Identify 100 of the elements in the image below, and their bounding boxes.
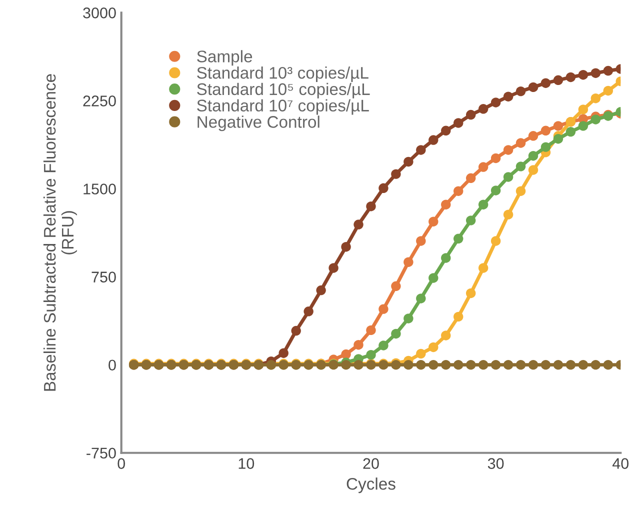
x-tick-label: 40 (612, 458, 629, 469)
point (453, 312, 464, 322)
point (478, 263, 488, 273)
point (528, 165, 538, 175)
point (391, 169, 401, 179)
point (566, 126, 576, 137)
point (590, 360, 601, 370)
point (428, 360, 438, 370)
legend-label: Sample (197, 50, 252, 66)
point (391, 328, 401, 339)
point (516, 186, 526, 196)
point (603, 86, 614, 96)
point (566, 72, 576, 82)
point (428, 216, 438, 226)
point (316, 285, 326, 296)
point (354, 340, 364, 350)
point (416, 145, 426, 155)
point (603, 360, 614, 370)
point (516, 138, 526, 148)
y-tick-label: 3000 (83, 8, 116, 18)
point (553, 360, 564, 370)
point (441, 126, 451, 136)
point (366, 325, 376, 336)
point (490, 236, 501, 246)
point (328, 263, 338, 273)
point (478, 162, 488, 172)
point (590, 68, 601, 78)
point (466, 360, 476, 370)
point (516, 162, 526, 172)
point (453, 234, 464, 244)
y-tick-label: -750 (86, 448, 116, 459)
point (490, 360, 501, 370)
point (478, 200, 488, 210)
point (528, 151, 538, 161)
point (391, 281, 401, 292)
point (590, 93, 601, 104)
point (578, 121, 588, 131)
point (341, 242, 351, 252)
point (404, 257, 414, 267)
point (578, 360, 588, 370)
point (528, 131, 538, 141)
legend-label: Negative Control (198, 116, 320, 132)
point (366, 350, 376, 360)
point (503, 360, 514, 370)
point (490, 153, 501, 164)
point (404, 360, 414, 370)
x-tick-label: 20 (363, 458, 379, 469)
point (428, 273, 438, 283)
point (404, 314, 414, 324)
point (416, 236, 426, 246)
point (503, 172, 514, 182)
y-tick-label: 750 (92, 272, 116, 282)
point (404, 156, 414, 167)
point (441, 330, 451, 340)
point (278, 348, 288, 358)
y-axis-title: Baseline Subtracted Relative Fluorescence (RFU) (43, 74, 77, 391)
point (503, 210, 514, 220)
point (603, 66, 614, 76)
point (578, 70, 588, 80)
point (553, 75, 564, 86)
point (478, 360, 488, 370)
point (378, 183, 388, 194)
point (453, 118, 464, 128)
x-axis-title: Cycles (346, 478, 396, 494)
point (490, 186, 501, 196)
point (441, 253, 451, 263)
x-tick-label: 30 (488, 458, 504, 469)
point (528, 82, 538, 92)
legend-label: Standard 10⁵ copies/µL (197, 82, 370, 98)
point (466, 110, 476, 120)
point (540, 78, 551, 88)
point (416, 360, 426, 370)
point (304, 306, 314, 316)
point (490, 98, 501, 108)
point (354, 220, 364, 230)
legend-label: Standard 10⁷ copies/µL (197, 99, 369, 115)
point (540, 360, 551, 370)
point (366, 201, 376, 212)
x-tick-label: 0 (118, 458, 125, 469)
point (341, 349, 351, 360)
point (416, 348, 426, 359)
point (466, 288, 476, 298)
point (553, 134, 564, 144)
y-tick-label: 1500 (84, 184, 116, 194)
point (578, 104, 588, 114)
point (503, 145, 514, 155)
point (553, 121, 564, 131)
point (378, 340, 388, 350)
point (416, 294, 426, 304)
point (441, 360, 451, 370)
point (590, 114, 601, 124)
point (466, 216, 476, 226)
point (291, 326, 301, 336)
point (540, 142, 551, 152)
point (453, 186, 464, 196)
x-tick-label: 10 (238, 458, 254, 469)
point (466, 173, 476, 184)
point (428, 135, 438, 145)
point (503, 92, 514, 102)
legend-label: Standard 10³ copies/µL (197, 66, 368, 82)
